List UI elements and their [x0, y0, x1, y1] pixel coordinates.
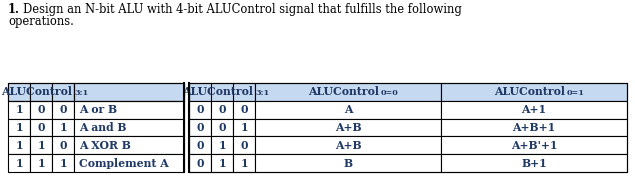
Text: 1: 1: [15, 104, 23, 115]
Text: 1: 1: [37, 140, 45, 151]
Text: 0: 0: [196, 158, 204, 169]
Text: 1.: 1.: [8, 3, 20, 16]
Text: operations.: operations.: [8, 15, 74, 28]
Bar: [30, 101, 52, 119]
Bar: [211, 154, 233, 172]
Text: 0: 0: [218, 122, 226, 133]
Text: 0: 0: [37, 122, 44, 133]
Text: 1: 1: [59, 122, 67, 133]
Bar: [52, 101, 74, 119]
Text: 0: 0: [240, 140, 248, 151]
Bar: [8, 101, 30, 119]
Bar: [8, 154, 30, 172]
Text: 1: 1: [15, 122, 23, 133]
Text: A XOR B: A XOR B: [79, 140, 131, 151]
Text: A: A: [344, 104, 352, 115]
Text: ALUControl: ALUControl: [495, 86, 566, 97]
Text: 1: 1: [15, 140, 23, 151]
Text: A+B+1: A+B+1: [512, 122, 556, 133]
Text: 3:1: 3:1: [74, 89, 88, 97]
Bar: [189, 154, 211, 172]
Bar: [8, 83, 30, 101]
Bar: [233, 119, 255, 136]
Text: 0: 0: [218, 104, 226, 115]
Bar: [30, 136, 52, 154]
Text: 1: 1: [15, 158, 23, 169]
Text: A and B: A and B: [79, 122, 126, 133]
Bar: [189, 101, 211, 119]
Text: A+1: A+1: [521, 104, 547, 115]
Bar: [30, 154, 52, 172]
Text: 1: 1: [218, 140, 226, 151]
Bar: [74, 119, 184, 136]
Bar: [211, 101, 233, 119]
Bar: [74, 83, 184, 101]
Bar: [74, 101, 184, 119]
Bar: [255, 154, 441, 172]
Bar: [233, 136, 255, 154]
Bar: [189, 83, 255, 101]
Text: A+B: A+B: [335, 122, 361, 133]
Bar: [8, 119, 30, 136]
Bar: [74, 136, 184, 154]
Bar: [189, 119, 211, 136]
Text: 0: 0: [37, 104, 44, 115]
Text: 3:1: 3:1: [255, 89, 269, 97]
Text: 0: 0: [196, 140, 204, 151]
Text: 1: 1: [59, 158, 67, 169]
Text: A+B: A+B: [335, 140, 361, 151]
Bar: [52, 83, 74, 101]
Text: B+1: B+1: [521, 158, 547, 169]
Bar: [8, 136, 30, 154]
Bar: [255, 83, 441, 101]
Text: 0: 0: [196, 122, 204, 133]
Bar: [233, 101, 255, 119]
Text: Complement A: Complement A: [79, 158, 169, 169]
Text: 1: 1: [37, 158, 45, 169]
Bar: [211, 136, 233, 154]
Text: ALUControl: ALUControl: [182, 86, 253, 97]
Text: 1: 1: [218, 158, 226, 169]
Text: ALUControl: ALUControl: [309, 86, 380, 97]
Bar: [255, 101, 441, 119]
Text: A or B: A or B: [79, 104, 117, 115]
Text: 0: 0: [59, 140, 67, 151]
Bar: [74, 154, 184, 172]
Bar: [52, 154, 74, 172]
Text: A+B'+1: A+B'+1: [511, 140, 558, 151]
Text: 0: 0: [59, 104, 67, 115]
Bar: [189, 136, 211, 154]
Bar: [441, 136, 627, 154]
Bar: [8, 83, 184, 101]
Bar: [30, 119, 52, 136]
Text: B: B: [344, 158, 352, 169]
Bar: [189, 83, 627, 172]
Text: 0=0: 0=0: [381, 89, 399, 97]
Text: 0: 0: [240, 104, 248, 115]
Text: 1: 1: [240, 122, 248, 133]
Bar: [52, 136, 74, 154]
Bar: [441, 119, 627, 136]
Text: ALUControl: ALUControl: [1, 86, 72, 97]
Bar: [52, 119, 74, 136]
Text: Design an N-bit ALU with 4-bit ALUControl signal that fulfills the following: Design an N-bit ALU with 4-bit ALUContro…: [23, 3, 462, 16]
Bar: [441, 154, 627, 172]
Bar: [255, 119, 441, 136]
Bar: [441, 101, 627, 119]
Bar: [233, 154, 255, 172]
Text: 0: 0: [196, 104, 204, 115]
Bar: [30, 83, 52, 101]
Bar: [211, 119, 233, 136]
Bar: [441, 83, 627, 101]
Text: 1: 1: [240, 158, 248, 169]
Bar: [255, 136, 441, 154]
Text: 0=1: 0=1: [567, 89, 585, 97]
